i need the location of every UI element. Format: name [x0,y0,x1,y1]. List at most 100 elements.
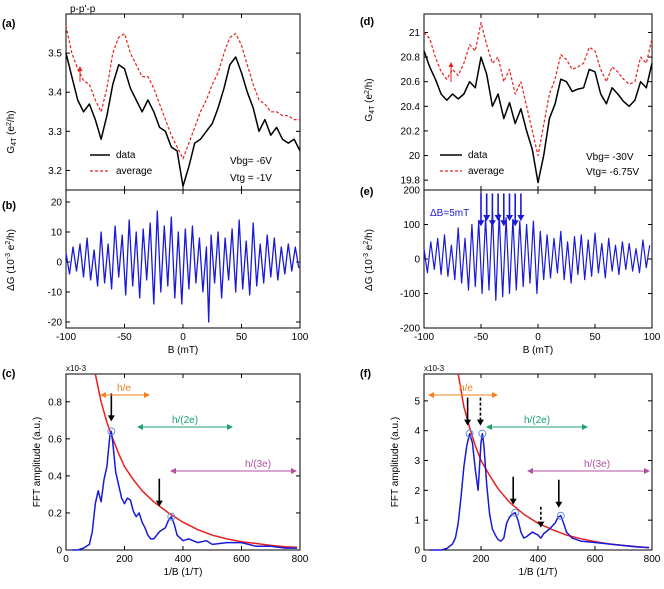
peak-arrow-head [107,415,115,422]
ytick-label-e: 0 [414,255,420,266]
range-h3e-head-right [644,468,650,474]
xlabel-e: B (mT) [523,345,554,356]
panel-b-ylabel: ΔG (10-3 e2/h) [5,229,17,291]
range-h3e-label: h/(3e) [245,459,271,470]
ytick-label-d: 20.8 [401,53,421,64]
period-arrow-head [483,215,491,222]
peak-arrow-head [509,498,517,505]
xtick-label-c: 600 [233,554,250,565]
xlabel-f: 1/B (1/T) [519,567,558,578]
ytick-label-d: 20.6 [401,77,421,88]
xtick-label-c: 800 [292,554,309,565]
ytick-label-c: 0.2 [48,508,62,519]
ytick-label-f: 1 [414,516,420,527]
panel-label-e: (e) [360,186,374,198]
range-he-head-right [492,392,498,398]
panel-d-ylabel: G4T (e2/h) [364,78,376,121]
ytick-label-d: 19.8 [401,176,421,187]
xtick-label-b: 0 [180,332,186,343]
range-he-head-left [100,392,106,398]
ylabel-f: FFT amplitude (a.u.) [390,417,401,507]
series-dG-line [423,210,651,301]
xtick-label-e: 50 [589,332,601,343]
range-he-head-right [144,392,150,398]
series-data-line [65,52,301,187]
series-fft-line [71,430,298,551]
xtick-label-c: 0 [63,554,69,565]
annotation-vbg: Vbg= -30V [586,152,634,163]
xtick-label-f: 0 [421,554,427,565]
series-envelope-line [457,373,650,549]
ytick-label-b: 0 [56,258,62,269]
ytick-label-f: 5 [414,396,420,407]
scale-label-c: x10-3 [66,364,87,373]
ytick-label-b: 10 [51,228,63,239]
ytick-label-e: 200 [403,186,420,197]
ytick-label-d: 20.4 [401,102,421,113]
ytick-label-b: -10 [48,288,63,299]
xtick-label-b: 50 [236,332,248,343]
series-average-line [423,22,653,157]
ytick-label-e: 100 [403,220,420,231]
xtick-label-e: 100 [644,332,661,343]
ytick-label-f: 3 [414,456,420,467]
annotation-vtg: Vtg= -6.75V [586,167,639,178]
range-h3e-label: h/(3e) [584,459,610,470]
series-dG-line [65,210,300,323]
annotation-vtg: Vtg = -1V [230,173,272,184]
panel-label-f: (f) [360,368,371,380]
panel-a-ylabel: G4T (e2/h) [6,110,18,153]
marker-arrow-head [77,66,83,71]
xtick-label-f: 600 [587,554,604,565]
annotation-vbg: Vbg= -6V [230,156,272,167]
range-he-label: h/e [459,383,473,394]
ylabel-c: FFT amplitude (a.u.) [32,417,43,507]
xtick-label-f: 200 [473,554,490,565]
peak-marker [167,512,176,521]
legend-average-label: average [468,166,505,177]
ytick-label-a: 3.4 [48,88,62,99]
xlabel-c: 1/B (1/T) [164,567,203,578]
range-h2e-head-left [137,424,143,430]
legend-data-label: data [116,150,136,161]
xtick-label-f: 800 [644,554,661,565]
period-arrow-head [506,215,513,222]
series-fft-line [429,432,650,551]
ytick-label-e: -100 [400,289,420,300]
xlabel-b: B (mT) [168,345,199,356]
range-h2e-head-left [486,424,492,430]
ytick-label-c: 0 [56,546,62,557]
range-h2e-label: h/(2e) [172,415,198,426]
xtick-label-f: 400 [530,554,547,565]
scale-label-f: x10-3 [424,364,445,373]
ytick-label-f: 2 [414,486,420,497]
range-h2e-label: h/(2e) [524,415,550,426]
annotation-deltaB: ΔB=5mT [430,208,469,219]
panel-label-a: (a) [2,18,16,30]
peak-marker [556,511,565,520]
peak-marker [465,429,474,438]
panel-a: 3.2 3.3 3.4 3.5 data average Vbg= -6V Vtg = -1V [48,13,301,191]
ytick-label-e: -200 [400,324,420,335]
xtick-label-b: -100 [56,332,76,343]
xtick-label-b: -50 [117,332,132,343]
period-arrow-head [488,220,496,227]
ytick-label-a: 3.5 [48,49,62,60]
ytick-label-b: -20 [48,318,63,329]
range-he-head-left [428,392,434,398]
peak-marker [107,427,116,436]
peak-marker [511,508,520,517]
panel-e-ylabel: ΔG (10-3 e2/h) [363,229,375,291]
ytick-label-f: 0 [414,546,420,557]
legend-average-label: average [116,166,153,177]
period-arrow-head [511,220,519,227]
period-arrow-head [500,220,508,227]
panel-label-b: (b) [2,200,16,212]
xtick-label-c: 200 [116,554,133,565]
ytick-label-c: 0.4 [48,471,62,482]
panel-label-c: (c) [2,368,16,380]
range-h3e-head-left [170,468,176,474]
period-arrow-head [494,215,502,222]
